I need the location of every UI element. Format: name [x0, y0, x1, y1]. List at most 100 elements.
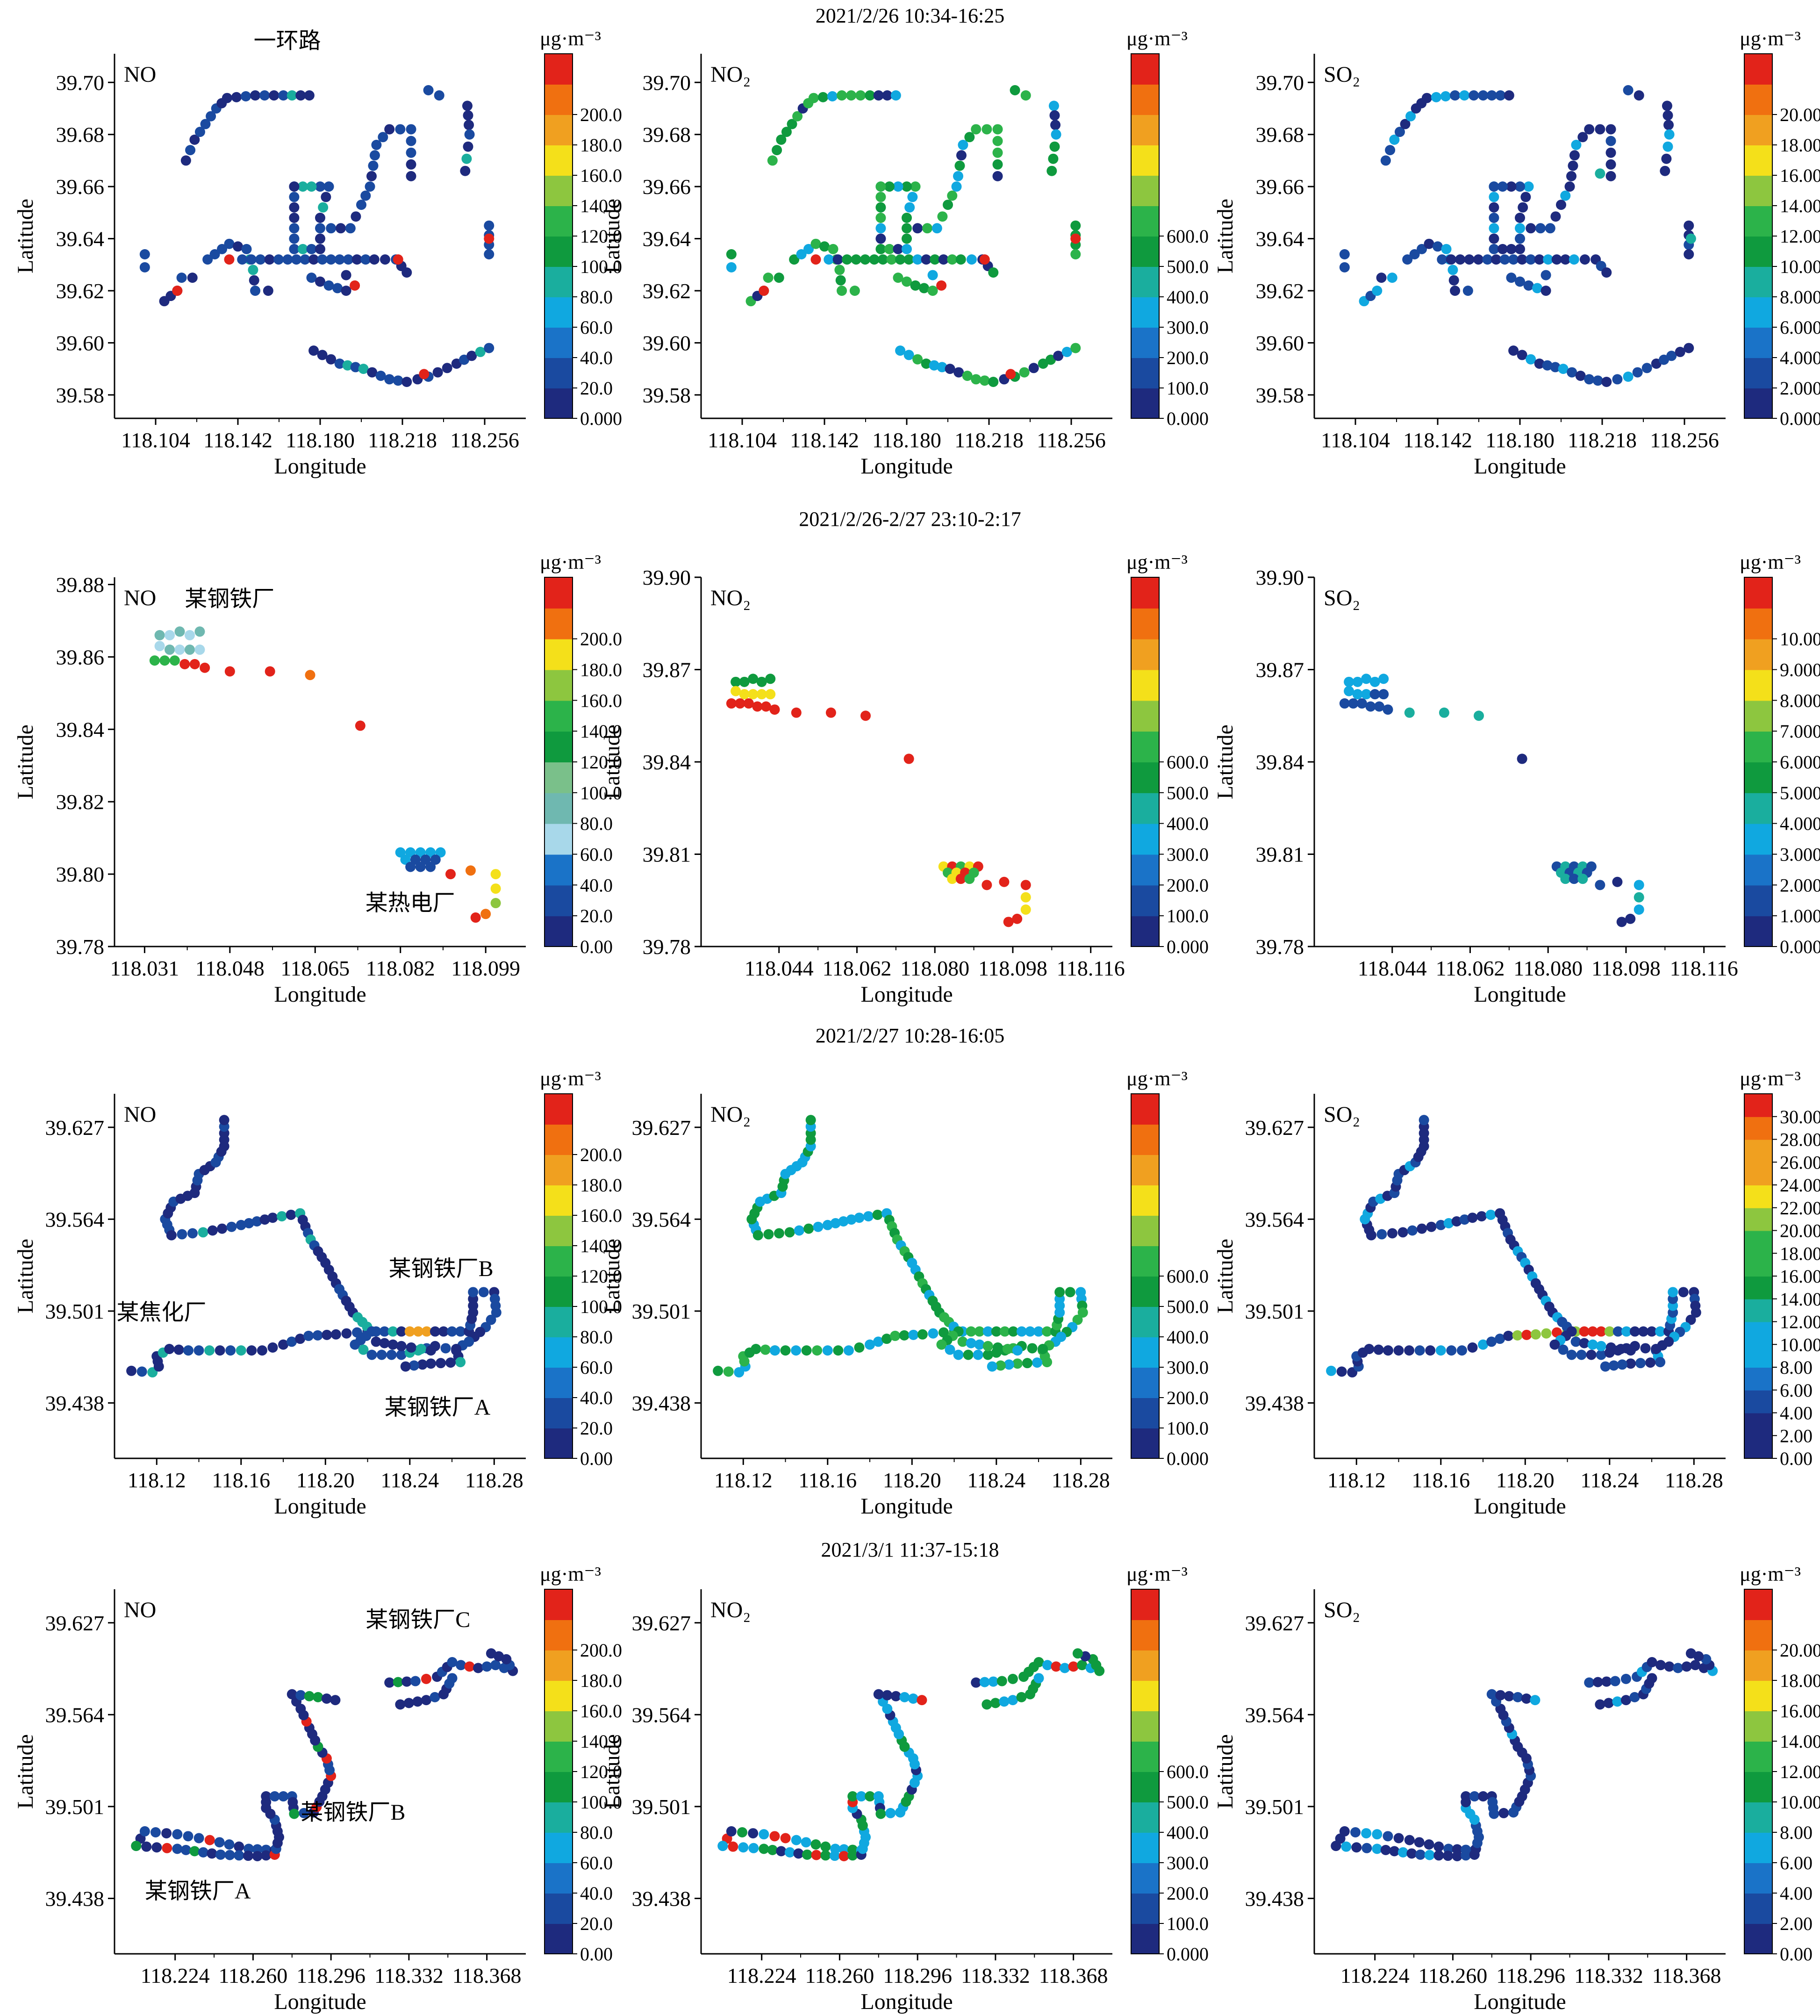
colorbar-band: [1744, 1413, 1772, 1436]
data-point: [1647, 1326, 1657, 1337]
data-point: [1632, 367, 1643, 378]
data-point: [286, 1209, 296, 1220]
data-point: [824, 254, 834, 265]
colorbar-band: [1131, 1337, 1159, 1368]
data-point: [200, 662, 210, 673]
x-tick-label: 118.142: [790, 428, 859, 452]
colorbar-band: [1131, 1155, 1159, 1185]
data-point: [759, 286, 769, 296]
data-point: [299, 1808, 309, 1818]
data-point: [384, 1677, 395, 1688]
data-point: [425, 861, 436, 872]
data-point: [1404, 1835, 1415, 1845]
colorbar-tick-label: 0.000: [580, 408, 622, 429]
data-point: [765, 689, 776, 700]
colorbar-tick-label: 180.0: [580, 1670, 622, 1691]
colorbar-tick-label: 4.00: [1780, 1403, 1813, 1424]
data-point: [350, 1339, 360, 1350]
data-point: [910, 280, 921, 291]
data-point: [1625, 913, 1636, 924]
data-point: [992, 159, 1003, 170]
colorbar-tick-label: 160.0: [580, 1205, 622, 1226]
colorbar-title: μg·m⁻³: [1126, 27, 1188, 50]
data-point: [1451, 1216, 1462, 1227]
data-point: [1448, 275, 1459, 286]
data-point: [315, 213, 325, 223]
data-point: [1566, 171, 1576, 181]
data-point: [1424, 1839, 1434, 1850]
data-point: [491, 1307, 502, 1318]
colorbar-band: [545, 639, 573, 670]
data-point: [1517, 350, 1527, 360]
data-point: [169, 655, 180, 666]
colorbar-band: [1131, 1589, 1159, 1620]
data-point: [278, 1339, 289, 1350]
data-point: [1376, 273, 1387, 283]
data-point: [1651, 1344, 1662, 1354]
data-point: [1549, 1339, 1560, 1350]
colorbar-band: [1131, 1711, 1159, 1742]
colorbar-tick-label: 300.0: [1167, 1357, 1209, 1378]
data-point: [743, 698, 754, 709]
data-point: [224, 1839, 235, 1850]
data-point: [902, 244, 912, 254]
colorbar-tick-label: 140.0: [580, 195, 622, 216]
data-point: [1485, 1209, 1496, 1220]
colorbar-tick-label: 10.00: [1780, 1792, 1820, 1813]
colorbar-tick-label: 500.0: [1167, 256, 1209, 277]
data-point: [1365, 701, 1376, 712]
data-point: [1414, 1837, 1425, 1848]
data-point: [1569, 254, 1579, 265]
data-point: [1008, 1326, 1018, 1337]
colorbar-tick-label: 140.0: [580, 1235, 622, 1256]
data-point: [1033, 1657, 1044, 1667]
y-tick-label: 39.84: [643, 750, 691, 774]
data-point: [151, 1842, 162, 1853]
x-tick-label: 118.031: [110, 956, 179, 980]
data-point: [1046, 165, 1057, 176]
colorbar-tick-label: 0.000: [1167, 408, 1209, 429]
x-tick-label: 118.142: [1403, 428, 1472, 452]
steel-plant-a-annotation: 某钢铁厂A: [145, 1879, 251, 1903]
panel-r2-c3: 118.044 118.062 118.080 118.098 118.116 39.78…: [1213, 551, 1820, 1007]
data-point: [1016, 1692, 1027, 1702]
data-point: [1605, 1342, 1616, 1353]
y-tick-label: 39.58: [643, 383, 691, 407]
data-point: [387, 1339, 398, 1350]
data-point: [323, 280, 334, 291]
data-point: [895, 345, 906, 356]
data-point: [974, 1339, 985, 1350]
data-point: [410, 1676, 421, 1686]
colorbar-tick-label: 140.0: [580, 721, 622, 742]
data-point: [193, 1833, 204, 1844]
data-point: [287, 1689, 297, 1700]
data-point: [865, 1791, 875, 1802]
data-point: [1053, 351, 1064, 361]
data-point: [875, 244, 886, 254]
data-point: [1400, 119, 1411, 129]
data-point: [1673, 1663, 1684, 1673]
data-point: [435, 847, 446, 858]
y-tick-label: 39.64: [56, 227, 105, 251]
colorbar-tick-label: 300.0: [1167, 317, 1209, 338]
y-tick-label: 39.627: [1245, 1116, 1304, 1140]
x-tick-label: 118.332: [961, 1964, 1030, 1987]
colorbar: 0.000 100.0 200.0 300.0 400.0 500.0 600.0 μg·m⁻…: [1126, 1067, 1209, 1469]
data-point: [930, 254, 940, 265]
data-point: [1402, 254, 1413, 265]
colorbar-tick-label: 16.00: [1780, 1266, 1820, 1287]
data-point: [1405, 111, 1416, 122]
colorbar-tick-label: 20.00: [1780, 1220, 1820, 1241]
colorbar-tick-label: 0.000: [1780, 936, 1820, 957]
colorbar-tick-label: 100.0: [1167, 905, 1209, 926]
colorbar-band: [1744, 1620, 1772, 1650]
data-point: [760, 1344, 771, 1355]
data-point: [445, 869, 456, 880]
data-point: [312, 1330, 323, 1341]
data-point: [358, 364, 369, 374]
colorbar-band: [1744, 669, 1772, 701]
data-point: [336, 223, 346, 234]
data-point: [317, 350, 328, 360]
colorbar-title: μg·m⁻³: [1740, 1563, 1801, 1586]
